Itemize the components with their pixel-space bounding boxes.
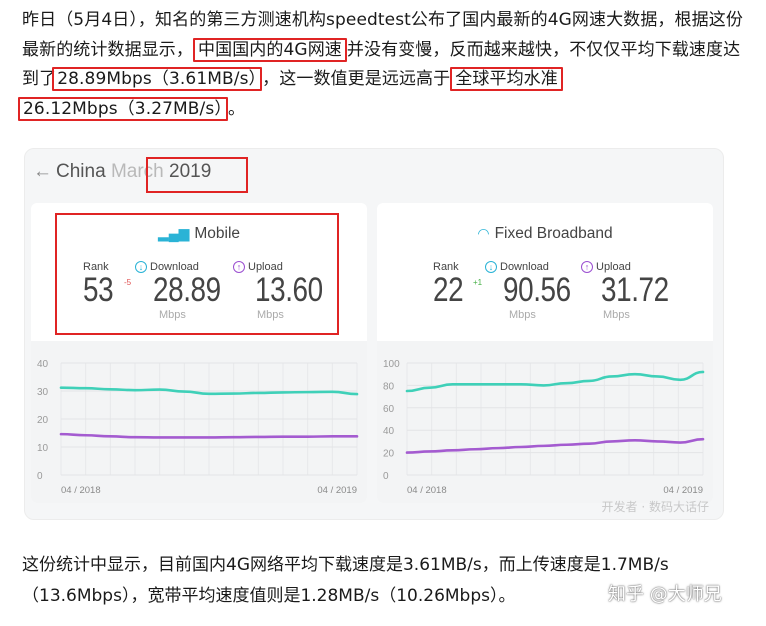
download-label: Download	[500, 261, 549, 273]
signal-bars-icon: ▂▄▆	[157, 225, 190, 241]
highlight-global-speed: 26.12Mbps（3.27MB/s）	[18, 96, 228, 121]
date-highlight-box	[146, 157, 248, 193]
upload-unit: Mbps	[257, 308, 284, 321]
upload-value: 31.72	[601, 271, 669, 309]
mobile-header: ▂▄▆ Mobile	[31, 225, 367, 243]
zhihu-watermark: 知乎 @大师兄	[608, 584, 722, 605]
x-tick-label: 04 / 2018	[407, 485, 447, 496]
y-tick-label: 30	[37, 387, 49, 398]
download-arrow-icon: ↓	[485, 261, 497, 273]
broadband-chart: 0 20 40 60 80 100 04 / 2018 04 / 2019	[377, 341, 713, 503]
download-value: 90.56	[503, 271, 571, 309]
broadband-rank: Rank 22	[433, 261, 470, 309]
article-paragraph-bottom: 这份统计中显示，目前国内4G网络平均下载速度是3.61MB/s，而上传速度是1.…	[22, 555, 669, 606]
download-unit: Mbps	[509, 308, 536, 321]
highlight-china-4g: 中国国内的4G网速	[193, 37, 347, 62]
country-label: China	[56, 161, 106, 182]
x-tick-label: 04 / 2018	[61, 485, 101, 496]
series-line	[59, 386, 359, 396]
y-tick-label: 10	[37, 443, 49, 454]
rank-value: 22	[433, 271, 464, 309]
x-tick-label: 04 / 2019	[663, 485, 703, 496]
month-label: March	[110, 161, 164, 182]
wifi-icon: ◠	[477, 225, 490, 241]
rank-label: Rank	[83, 261, 109, 273]
download-value: 28.89	[153, 271, 221, 309]
screenshot-header: ← China March 2019	[33, 161, 211, 183]
broadband-download: ↓ Download 90.56 Mbps	[485, 261, 586, 321]
y-tick-label: 40	[37, 359, 49, 370]
text-segment: 并没有变慢，反而越来越快，不仅仅平均下载速度达到了	[22, 39, 741, 90]
y-tick-label: 60	[383, 404, 395, 415]
rank-delta: +1	[473, 278, 483, 287]
upload-arrow-icon: ↑	[581, 261, 593, 273]
mobile-upload: ↑ Upload 13.60 Mbps	[233, 261, 338, 321]
mobile-highlight-box	[55, 213, 339, 335]
broadband-header: ◠ Fixed Broadband	[377, 225, 713, 243]
text-segment: 昨日（5月4日），知名的第三方测速机构speedtest公布了国内最新的4G网速…	[22, 10, 743, 60]
y-tick-label: 100	[383, 359, 400, 370]
highlight-download-speed: 28.89Mbps（3.61MB/s）	[52, 67, 263, 91]
highlight-global-average: 全球平均水准	[450, 67, 563, 91]
series-line	[59, 432, 359, 439]
article-paragraph-top: 昨日（5月4日），知名的第三方测速机构speedtest公布了国内最新的4G网速…	[18, 6, 752, 124]
y-tick-label: 80	[383, 381, 395, 392]
x-tick-label: 04 / 2019	[317, 485, 357, 496]
screenshot-watermark: 开发者 · 数码大话仔	[601, 500, 709, 514]
speedtest-screenshot: ← China March 2019 ▂▄▆ Mobile Rank 53 -5 ↓…	[24, 148, 724, 520]
mobile-line-chart: 0 10 20 30 40 04 / 2018 04 / 2019	[37, 359, 359, 496]
back-arrow-icon[interactable]: ←	[33, 161, 52, 182]
upload-arrow-icon: ↑	[233, 261, 245, 273]
y-tick-label: 20	[37, 415, 49, 426]
mobile-rank: Rank 53	[83, 261, 120, 309]
upload-unit: Mbps	[603, 308, 630, 321]
mobile-panel: ▂▄▆ Mobile Rank 53 -5 ↓ Download 28.89 Mbp…	[31, 203, 367, 503]
upload-label: Upload	[596, 261, 631, 273]
text-segment: ，这一数值更是远远高于	[262, 69, 451, 89]
rank-delta: -5	[124, 278, 132, 287]
year-label: 2019	[169, 161, 212, 182]
download-arrow-icon: ↓	[135, 261, 147, 273]
y-tick-label: 0	[383, 471, 389, 482]
text-segment: 。	[227, 98, 246, 119]
broadband-upload: ↑ Upload 31.72 Mbps	[581, 261, 684, 321]
mobile-chart: 0 10 20 30 40 04 / 2018 04 / 2019	[31, 341, 367, 503]
series-line	[405, 370, 705, 393]
upload-label: Upload	[248, 261, 283, 273]
broadband-line-chart: 0 20 40 60 80 100 04 / 2018 04 / 2019	[383, 359, 705, 496]
download-unit: Mbps	[159, 308, 186, 321]
y-tick-label: 0	[37, 471, 43, 482]
y-tick-label: 40	[383, 426, 395, 437]
rank-value: 53	[83, 271, 114, 309]
mobile-download: ↓ Download 28.89 Mbps	[135, 261, 236, 321]
rank-label: Rank	[433, 261, 459, 273]
download-label: Download	[150, 261, 199, 273]
mobile-title: Mobile	[194, 225, 241, 242]
y-tick-label: 20	[383, 449, 395, 460]
series-line	[405, 437, 705, 454]
upload-value: 13.60	[255, 271, 323, 309]
broadband-panel: ◠ Fixed Broadband Rank 22 +1 ↓ Download 90…	[377, 203, 713, 503]
broadband-title: Fixed Broadband	[494, 225, 613, 242]
